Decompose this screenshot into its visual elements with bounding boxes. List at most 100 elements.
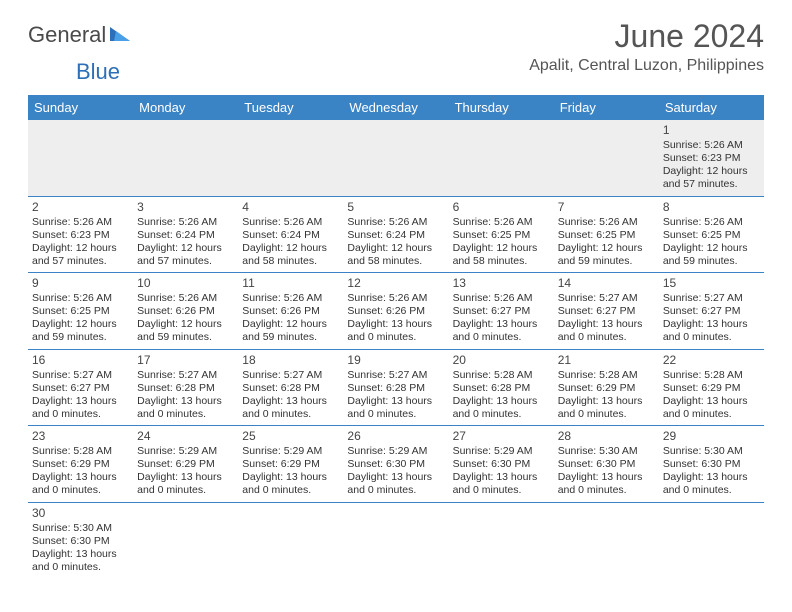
daylight-line-2: and 58 minutes. [242,255,339,268]
daylight-line-1: Daylight: 12 hours [663,242,760,255]
sunrise-line: Sunrise: 5:28 AM [558,369,655,382]
day-cell: 9Sunrise: 5:26 AMSunset: 6:25 PMDaylight… [28,273,133,349]
sunrise-line: Sunrise: 5:27 AM [558,292,655,305]
week-row: 23Sunrise: 5:28 AMSunset: 6:29 PMDayligh… [28,426,764,503]
day-number: 8 [663,200,760,215]
daylight-line-1: Daylight: 12 hours [558,242,655,255]
day-number: 28 [558,429,655,444]
day-cell: 30Sunrise: 5:30 AMSunset: 6:30 PMDayligh… [28,503,133,579]
daylight-line-1: Daylight: 12 hours [137,318,234,331]
week-row: 2Sunrise: 5:26 AMSunset: 6:23 PMDaylight… [28,197,764,274]
daylight-line-1: Daylight: 12 hours [663,165,760,178]
sunrise-line: Sunrise: 5:29 AM [453,445,550,458]
day-cell: 6Sunrise: 5:26 AMSunset: 6:25 PMDaylight… [449,197,554,273]
daylight-line-2: and 0 minutes. [242,408,339,421]
sunrise-line: Sunrise: 5:26 AM [347,216,444,229]
sunrise-line: Sunrise: 5:27 AM [32,369,129,382]
day-number: 14 [558,276,655,291]
weekday-header-row: SundayMondayTuesdayWednesdayThursdayFrid… [28,95,764,120]
sunrise-line: Sunrise: 5:27 AM [137,369,234,382]
daylight-line-1: Daylight: 13 hours [347,395,444,408]
sunset-line: Sunset: 6:30 PM [347,458,444,471]
empty-cell [133,503,238,579]
day-number: 17 [137,353,234,368]
day-cell: 12Sunrise: 5:26 AMSunset: 6:26 PMDayligh… [343,273,448,349]
day-cell: 3Sunrise: 5:26 AMSunset: 6:24 PMDaylight… [133,197,238,273]
day-number: 26 [347,429,444,444]
logo-text-blue: Blue [76,59,120,84]
day-number: 6 [453,200,550,215]
daylight-line-1: Daylight: 12 hours [242,318,339,331]
sunset-line: Sunset: 6:29 PM [32,458,129,471]
day-number: 10 [137,276,234,291]
weekday-header-cell: Sunday [28,95,133,120]
daylight-line-2: and 59 minutes. [137,331,234,344]
day-cell: 22Sunrise: 5:28 AMSunset: 6:29 PMDayligh… [659,350,764,426]
sunrise-line: Sunrise: 5:27 AM [347,369,444,382]
daylight-line-2: and 59 minutes. [663,255,760,268]
day-number: 21 [558,353,655,368]
day-number: 3 [137,200,234,215]
weekday-header-cell: Saturday [659,95,764,120]
day-number: 4 [242,200,339,215]
weekday-header-cell: Thursday [449,95,554,120]
daylight-line-2: and 0 minutes. [558,408,655,421]
sunrise-line: Sunrise: 5:30 AM [32,522,129,535]
day-cell: 2Sunrise: 5:26 AMSunset: 6:23 PMDaylight… [28,197,133,273]
day-cell: 29Sunrise: 5:30 AMSunset: 6:30 PMDayligh… [659,426,764,502]
daylight-line-2: and 59 minutes. [242,331,339,344]
day-number: 12 [347,276,444,291]
day-cell: 4Sunrise: 5:26 AMSunset: 6:24 PMDaylight… [238,197,343,273]
daylight-line-1: Daylight: 13 hours [558,395,655,408]
sunrise-line: Sunrise: 5:26 AM [242,216,339,229]
day-number: 23 [32,429,129,444]
day-cell: 5Sunrise: 5:26 AMSunset: 6:24 PMDaylight… [343,197,448,273]
sunset-line: Sunset: 6:29 PM [663,382,760,395]
month-title: June 2024 [529,18,764,55]
daylight-line-1: Daylight: 13 hours [453,318,550,331]
daylight-line-2: and 0 minutes. [453,331,550,344]
sunset-line: Sunset: 6:30 PM [32,535,129,548]
daylight-line-2: and 57 minutes. [137,255,234,268]
week-row: 16Sunrise: 5:27 AMSunset: 6:27 PMDayligh… [28,350,764,427]
day-cell: 23Sunrise: 5:28 AMSunset: 6:29 PMDayligh… [28,426,133,502]
daylight-line-1: Daylight: 12 hours [453,242,550,255]
empty-cell [449,503,554,579]
daylight-line-1: Daylight: 13 hours [347,471,444,484]
sunset-line: Sunset: 6:27 PM [663,305,760,318]
daylight-line-1: Daylight: 12 hours [242,242,339,255]
sunrise-line: Sunrise: 5:26 AM [663,139,760,152]
day-number: 13 [453,276,550,291]
daylight-line-1: Daylight: 13 hours [242,395,339,408]
weekday-header-cell: Tuesday [238,95,343,120]
empty-cell [343,120,448,196]
sunset-line: Sunset: 6:29 PM [137,458,234,471]
empty-cell [238,120,343,196]
daylight-line-1: Daylight: 13 hours [242,471,339,484]
empty-cell [449,120,554,196]
day-cell: 1Sunrise: 5:26 AMSunset: 6:23 PMDaylight… [659,120,764,196]
sunset-line: Sunset: 6:23 PM [663,152,760,165]
logo: General [28,22,132,48]
daylight-line-2: and 0 minutes. [663,484,760,497]
day-cell: 20Sunrise: 5:28 AMSunset: 6:28 PMDayligh… [449,350,554,426]
sunrise-line: Sunrise: 5:28 AM [32,445,129,458]
sunset-line: Sunset: 6:28 PM [137,382,234,395]
weekday-header-cell: Monday [133,95,238,120]
sunrise-line: Sunrise: 5:26 AM [137,216,234,229]
sunset-line: Sunset: 6:24 PM [242,229,339,242]
sunrise-line: Sunrise: 5:26 AM [347,292,444,305]
day-number: 18 [242,353,339,368]
calendar-page: General June 2024 Apalit, Central Luzon,… [0,0,792,596]
sunrise-line: Sunrise: 5:26 AM [137,292,234,305]
daylight-line-1: Daylight: 12 hours [347,242,444,255]
location-text: Apalit, Central Luzon, Philippines [529,57,764,75]
empty-cell [554,503,659,579]
daylight-line-1: Daylight: 12 hours [32,318,129,331]
day-cell: 14Sunrise: 5:27 AMSunset: 6:27 PMDayligh… [554,273,659,349]
sunset-line: Sunset: 6:25 PM [453,229,550,242]
sunset-line: Sunset: 6:27 PM [32,382,129,395]
daylight-line-2: and 59 minutes. [32,331,129,344]
sunrise-line: Sunrise: 5:26 AM [242,292,339,305]
daylight-line-2: and 58 minutes. [347,255,444,268]
